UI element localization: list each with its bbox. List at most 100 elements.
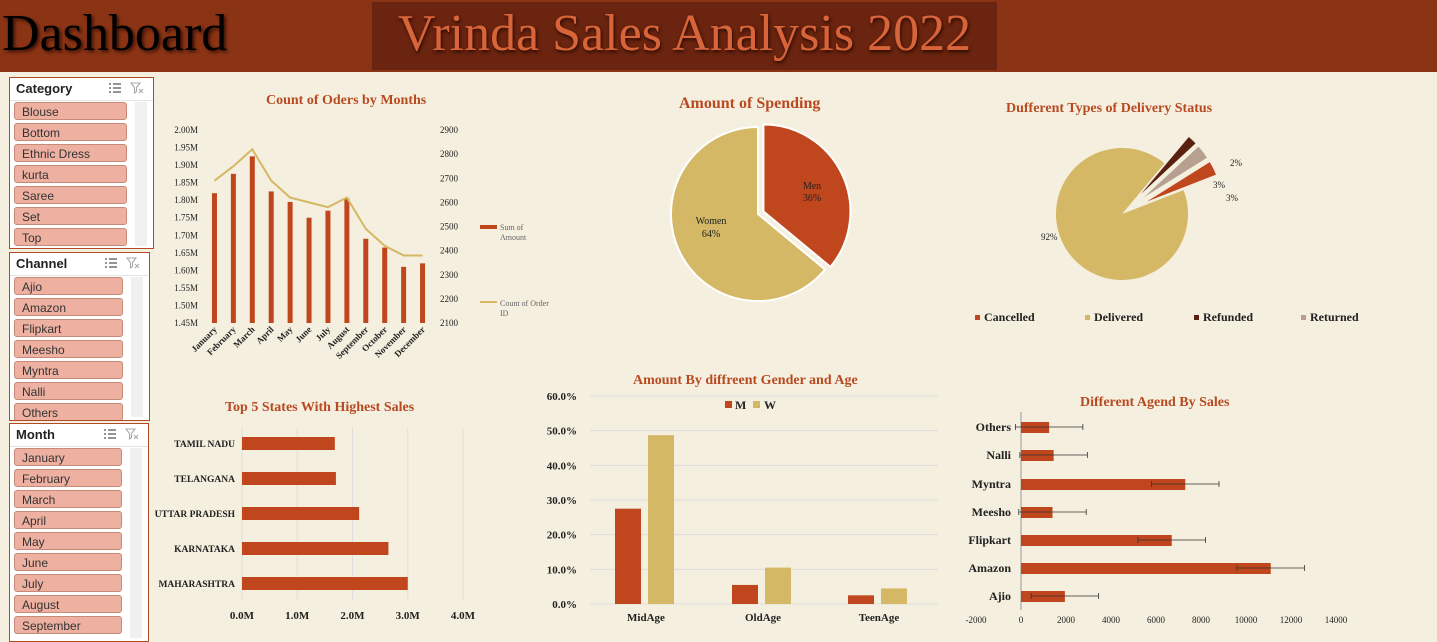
multi-select-icon[interactable] [104, 257, 118, 270]
y-tick-label: KARNATAKA [174, 545, 235, 555]
legend-label: Returned [1310, 310, 1359, 324]
y-tick-label: Meesho [972, 505, 1011, 519]
slicer-items: January February March April May June July Augu… [14, 448, 122, 637]
bar-amount [344, 198, 350, 323]
slicer-items: Blouse Bottom Ethnic Dress kurta Saree Set Top [14, 102, 127, 248]
y-tick-label: 50.0% [547, 426, 577, 438]
slicer-item-january[interactable]: January [14, 448, 122, 466]
y-tick-label: UTTAR PRADESH [155, 510, 236, 520]
pie-pct-cancelled: 3% [1226, 193, 1239, 203]
slicer-item-march[interactable]: March [14, 490, 122, 508]
bar-channel [1021, 507, 1053, 518]
bar-amount [325, 210, 331, 323]
bar-amount [230, 173, 236, 323]
bar-amount [420, 263, 426, 323]
slicer-item-meesho[interactable]: Meesho [14, 340, 123, 358]
multi-select-icon[interactable] [103, 428, 117, 441]
y-left-tick-label: 1.65M [174, 248, 198, 258]
pie-slice-cancelled [1147, 162, 1216, 202]
x-tick-label: June [293, 324, 313, 344]
slicer-item-top[interactable]: Top [14, 228, 127, 246]
y-tick-label: MAHARASHTRA [158, 580, 235, 590]
x-tick-label: March [231, 324, 256, 349]
pie-slice-delivered [1056, 148, 1188, 280]
pie-pct-men: 36% [803, 193, 821, 204]
slicer-item-july[interactable]: July [14, 574, 122, 592]
bar-channel [1021, 450, 1054, 461]
pie-slice-returned [1144, 146, 1207, 197]
y-tick-label: Nalli [986, 448, 1011, 462]
bar-channel [1021, 479, 1186, 490]
bar-women [765, 567, 791, 604]
clear-filter-icon[interactable] [125, 257, 140, 270]
x-tick-label: 1.0M [285, 610, 310, 622]
legend-swatch [975, 315, 980, 320]
slicer-item-amazon[interactable]: Amazon [14, 298, 123, 316]
category-slicer: Category Blouse Bottom Ethnic Dress kurta Sa… [9, 77, 154, 249]
slicer-item-bottom[interactable]: Bottom [14, 123, 127, 141]
slicer-scrollbar[interactable] [130, 448, 142, 638]
slicer-item-nalli[interactable]: Nalli [14, 382, 123, 400]
chart-title-top-states: Top 5 States With Highest Sales [225, 400, 415, 415]
slicer-items: Ajio Amazon Flipkart Meesho Myntra Nalli Other… [14, 277, 123, 420]
y-left-tick-label: 1.95M [174, 143, 198, 153]
slicer-item-february[interactable]: February [14, 469, 122, 487]
slicer-item-september[interactable]: September [14, 616, 122, 634]
bar-state [242, 437, 335, 450]
slicer-item-ajio[interactable]: Ajio [14, 277, 123, 295]
bar-men [732, 584, 758, 604]
x-tick-label: MidAge [627, 612, 665, 624]
slicer-item-ethnic-dress[interactable]: Ethnic Dress [14, 144, 127, 162]
slicer-item-june[interactable]: June [14, 553, 122, 571]
y-left-tick-label: 1.55M [174, 283, 198, 293]
x-tick-label: 10000 [1235, 615, 1258, 625]
pie-pct-returned: 3% [1213, 180, 1226, 190]
bar-channel [1021, 422, 1050, 433]
slicer-item-flipkart[interactable]: Flipkart [14, 319, 123, 337]
y-right-tick-label: 2400 [440, 246, 459, 256]
x-tick-label: -2000 [966, 615, 987, 625]
slicer-header: Channel [10, 253, 149, 276]
header-bar: Dashboard Vrinda Sales Analysis 2022 [0, 0, 1437, 72]
y-tick-label: Ajio [989, 589, 1011, 603]
slicer-scrollbar[interactable] [131, 277, 143, 417]
y-right-tick-label: 2300 [440, 270, 459, 280]
y-tick-label: 60.0% [547, 391, 577, 403]
channel-slicer: Channel Ajio Amazon Flipkart Meesho Myntra Na… [9, 252, 150, 421]
slicer-item-april[interactable]: April [14, 511, 122, 529]
y-left-tick-label: 1.80M [174, 195, 198, 205]
slicer-item-may[interactable]: May [14, 532, 122, 550]
multi-select-icon[interactable] [108, 82, 122, 95]
x-tick-label: TeenAge [859, 612, 900, 624]
slicer-item-saree[interactable]: Saree [14, 186, 127, 204]
legend-label: Sum of [500, 223, 524, 232]
clear-filter-icon[interactable] [129, 82, 144, 95]
pie-pct-delivered: 92% [1041, 232, 1058, 242]
slicer-item-myntra[interactable]: Myntra [14, 361, 123, 379]
slicer-item-set[interactable]: Set [14, 207, 127, 225]
x-tick-label: 2.0M [340, 610, 365, 622]
pie-pct-women: 64% [702, 229, 720, 240]
legend-label: Delivered [1094, 310, 1143, 324]
slicer-title: Category [16, 81, 73, 96]
bar-amount [211, 193, 217, 323]
slicer-item-august[interactable]: August [14, 595, 122, 613]
y-tick-label: Flipkart [968, 533, 1011, 547]
x-tick-label: 3.0M [396, 610, 421, 622]
slicer-item-blouse[interactable]: Blouse [14, 102, 127, 120]
slicer-item-kurta[interactable]: kurta [14, 165, 127, 183]
chart-title-orders-by-month: Count of Oders by Months [266, 93, 427, 108]
y-tick-label: Myntra [972, 477, 1011, 491]
bar-amount [287, 201, 293, 323]
clear-filter-icon[interactable] [124, 428, 139, 441]
bar-channel [1021, 563, 1271, 574]
bar-amount [363, 238, 369, 323]
bar-men [615, 508, 641, 604]
legend-swatch-men [725, 401, 732, 408]
slicer-item-others[interactable]: Others [14, 403, 123, 420]
bar-state [242, 507, 360, 520]
slicer-scrollbar[interactable] [135, 102, 147, 246]
month-slicer: Month January February March April May June Ju… [9, 423, 149, 642]
x-tick-label: May [275, 324, 295, 344]
y-left-tick-label: 1.75M [174, 213, 198, 223]
